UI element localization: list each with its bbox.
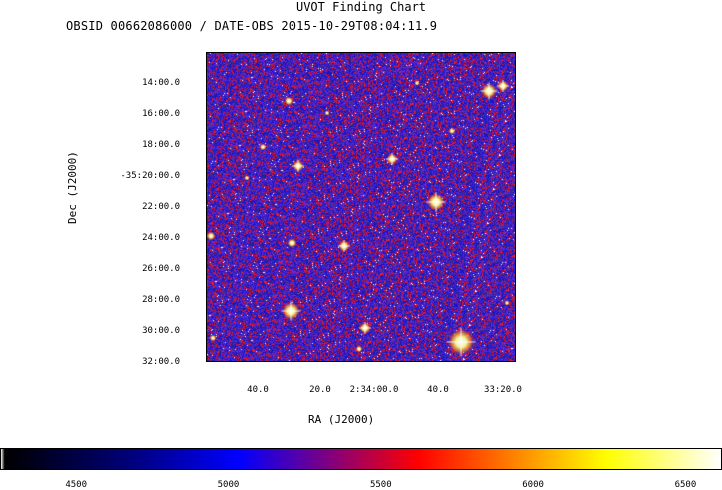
colorbar-tick-label: 6500: [674, 480, 697, 490]
y-tick-label: 26:00.0: [142, 264, 180, 274]
y-tick-label: 22:00.0: [142, 202, 180, 212]
y-tick-label: 18:00.0: [142, 140, 180, 150]
y-tick-label: 16:00.0: [142, 109, 180, 119]
x-tick-label: 33:20.0: [484, 385, 522, 395]
chart-subtitle: OBSID 00662086000 / DATE-OBS 2015-10-29T…: [66, 19, 438, 33]
colorbar-tick-label: 5500: [369, 480, 392, 490]
x-tick-label: 40.0: [427, 385, 449, 395]
sky-image: [207, 53, 515, 361]
colorbar-gradient: [1, 449, 721, 469]
colorbar-tick-label: 4500: [65, 480, 87, 490]
x-tick-label: 40.0: [247, 385, 269, 395]
y-tick-label: 28:00.0: [142, 295, 180, 305]
y-tick-label: 24:00.0: [142, 233, 180, 243]
x-tick-label: 20.0: [309, 385, 331, 395]
colorbar: [0, 448, 722, 470]
sky-image-frame: [206, 52, 516, 362]
y-tick-label: 32:00.0: [142, 357, 180, 367]
colorbar-tick-label: 5000: [217, 480, 240, 490]
chart-title: UVOT Finding Chart: [295, 0, 427, 14]
colorbar-tick-label: 6000: [522, 480, 544, 490]
x-axis-label: RA (J2000): [308, 413, 375, 426]
y-axis-label: Dec (J2000): [66, 151, 79, 224]
y-tick-label: 30:00.0: [142, 326, 180, 336]
x-tick-label: 2:34:00.0: [349, 385, 399, 395]
y-tick-label: -35:20:00.0: [120, 171, 180, 181]
y-tick-label: 14:00.0: [142, 78, 180, 88]
